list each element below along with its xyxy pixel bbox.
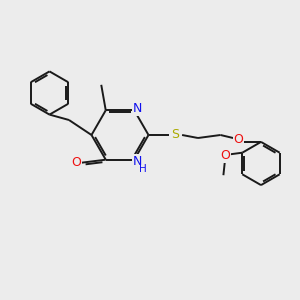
Text: S: S xyxy=(172,128,179,142)
Text: O: O xyxy=(71,156,81,169)
Text: O: O xyxy=(234,133,243,146)
Text: H: H xyxy=(139,164,146,174)
Text: O: O xyxy=(220,149,230,162)
Text: N: N xyxy=(133,155,142,168)
Text: N: N xyxy=(133,102,142,115)
